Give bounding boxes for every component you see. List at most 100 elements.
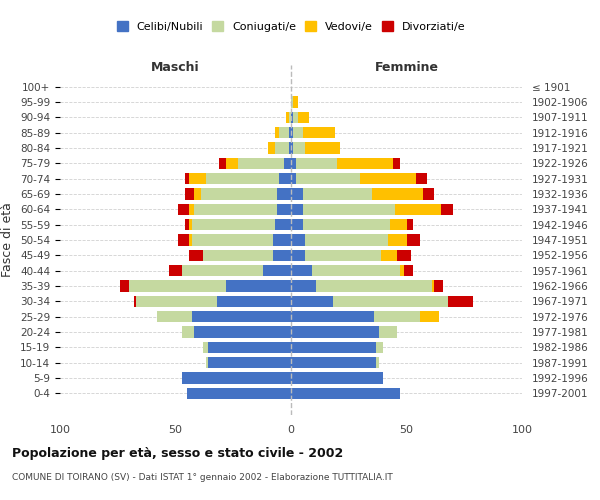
Bar	[421, 311, 439, 322]
Bar	[182, 372, 291, 384]
Bar	[332, 296, 448, 307]
Bar	[277, 204, 291, 215]
Bar	[185, 219, 190, 230]
Bar	[289, 127, 291, 138]
Bar	[302, 219, 391, 230]
Bar	[277, 188, 291, 200]
Bar	[392, 158, 400, 169]
Bar	[187, 388, 291, 399]
Bar	[291, 234, 305, 246]
Bar	[291, 280, 316, 292]
Bar	[182, 265, 263, 276]
Bar	[291, 142, 293, 154]
Bar	[291, 127, 293, 138]
Bar	[289, 112, 291, 123]
Bar	[194, 204, 277, 215]
Bar	[194, 188, 201, 200]
Bar	[291, 372, 383, 384]
Bar	[302, 127, 335, 138]
Bar	[312, 265, 400, 276]
Bar	[302, 204, 395, 215]
Bar	[191, 234, 272, 246]
Bar	[298, 112, 310, 123]
Bar	[296, 173, 360, 184]
Bar	[441, 204, 453, 215]
Bar	[134, 296, 136, 307]
Bar	[185, 188, 194, 200]
Bar	[372, 188, 422, 200]
Bar	[284, 158, 291, 169]
Bar	[407, 234, 421, 246]
Bar	[208, 342, 291, 353]
Text: Femmine: Femmine	[374, 62, 439, 74]
Bar	[391, 219, 407, 230]
Bar	[416, 173, 427, 184]
Bar	[291, 311, 374, 322]
Bar	[201, 188, 277, 200]
Bar	[293, 142, 305, 154]
Bar	[275, 127, 280, 138]
Bar	[293, 112, 298, 123]
Bar	[203, 342, 208, 353]
Bar	[291, 296, 332, 307]
Bar	[291, 204, 302, 215]
Bar	[305, 142, 340, 154]
Bar	[280, 127, 289, 138]
Bar	[190, 219, 191, 230]
Bar	[185, 173, 190, 184]
Bar	[379, 326, 397, 338]
Bar	[291, 219, 302, 230]
Bar	[206, 173, 280, 184]
Bar	[190, 250, 203, 261]
Bar	[291, 326, 379, 338]
Bar	[388, 234, 407, 246]
Bar	[296, 158, 337, 169]
Bar	[434, 280, 443, 292]
Legend: Celibi/Nubili, Coniugati/e, Vedovi/e, Divorziati/e: Celibi/Nubili, Coniugati/e, Vedovi/e, Di…	[113, 18, 469, 35]
Bar	[291, 96, 293, 108]
Bar	[136, 296, 217, 307]
Bar	[404, 265, 413, 276]
Bar	[291, 173, 296, 184]
Bar	[289, 142, 291, 154]
Bar	[316, 280, 432, 292]
Bar	[194, 326, 291, 338]
Bar	[157, 311, 191, 322]
Bar	[190, 173, 206, 184]
Bar	[130, 280, 226, 292]
Bar	[272, 250, 291, 261]
Bar	[291, 250, 305, 261]
Bar	[293, 96, 298, 108]
Bar	[178, 204, 190, 215]
Bar	[376, 342, 383, 353]
Bar	[182, 326, 194, 338]
Bar	[291, 357, 376, 368]
Bar	[291, 342, 376, 353]
Bar	[206, 357, 208, 368]
Bar	[291, 112, 293, 123]
Bar	[190, 204, 194, 215]
Bar	[272, 234, 291, 246]
Bar	[291, 388, 400, 399]
Bar	[191, 311, 291, 322]
Y-axis label: Fasce di età: Fasce di età	[1, 202, 14, 278]
Bar	[395, 204, 441, 215]
Bar	[360, 173, 416, 184]
Bar	[381, 250, 397, 261]
Text: Popolazione per età, sesso e stato civile - 2002: Popolazione per età, sesso e stato civil…	[12, 448, 343, 460]
Bar	[280, 173, 291, 184]
Bar	[337, 158, 392, 169]
Bar	[275, 142, 289, 154]
Text: Maschi: Maschi	[151, 62, 200, 74]
Bar	[397, 250, 411, 261]
Bar	[190, 234, 191, 246]
Bar	[293, 127, 302, 138]
Bar	[422, 188, 434, 200]
Bar	[291, 158, 296, 169]
Bar	[302, 188, 372, 200]
Bar	[263, 265, 291, 276]
Bar	[275, 219, 291, 230]
Bar	[305, 234, 388, 246]
Bar	[238, 158, 284, 169]
Bar	[226, 280, 291, 292]
